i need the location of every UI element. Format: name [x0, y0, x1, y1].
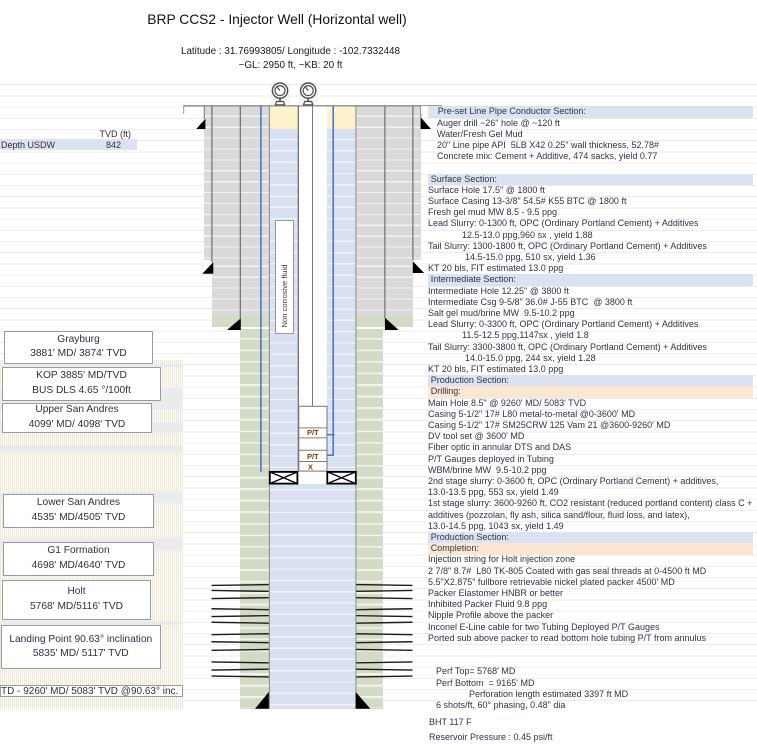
svg-text:P/T: P/T	[307, 428, 319, 437]
svg-text:X: X	[308, 462, 313, 471]
svg-text:P/T: P/T	[307, 452, 319, 461]
